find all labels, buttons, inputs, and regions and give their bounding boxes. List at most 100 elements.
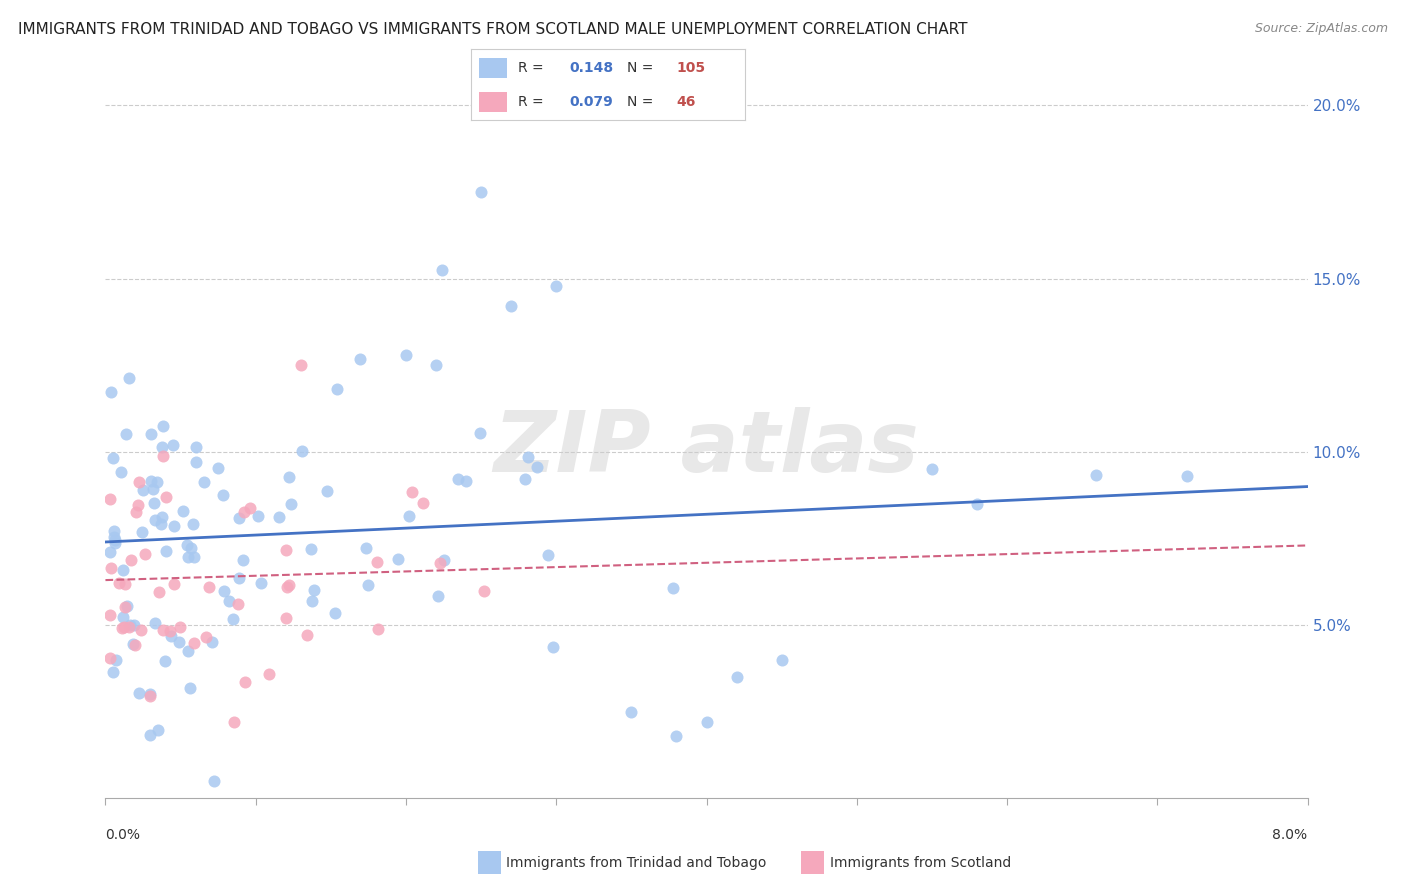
Point	[160, 629, 183, 643]
Point	[159, 624, 181, 638]
Point	[142, 482, 165, 496]
Point	[98, 491, 121, 506]
Text: 8.0%: 8.0%	[1272, 828, 1308, 842]
Point	[526, 459, 548, 474]
Point	[274, 543, 297, 558]
Point	[134, 547, 156, 561]
Point	[122, 636, 145, 650]
Point	[454, 474, 477, 488]
Point	[470, 185, 492, 199]
Point	[276, 580, 298, 594]
Point	[139, 728, 162, 742]
Point	[620, 705, 643, 719]
Point	[152, 623, 174, 637]
Point	[100, 385, 122, 400]
Point	[111, 621, 134, 635]
Point	[124, 638, 146, 652]
Point	[186, 455, 208, 469]
Text: 105: 105	[676, 61, 706, 75]
Text: Immigrants from Trinidad and Tobago: Immigrants from Trinidad and Tobago	[506, 855, 766, 870]
Point	[169, 620, 191, 634]
Point	[232, 552, 254, 566]
Point	[326, 382, 349, 396]
Point	[110, 466, 132, 480]
Point	[183, 516, 205, 531]
Point	[280, 496, 302, 510]
Point	[472, 583, 495, 598]
Point	[222, 612, 245, 626]
Point	[143, 513, 166, 527]
Point	[546, 278, 568, 293]
Point	[239, 500, 262, 515]
Point	[447, 472, 470, 486]
Point	[366, 555, 388, 569]
Point	[224, 715, 246, 730]
Point	[412, 496, 434, 510]
Point	[194, 631, 217, 645]
Point	[541, 640, 564, 654]
Point	[357, 578, 380, 592]
Text: 0.0%: 0.0%	[105, 828, 141, 842]
Point	[101, 665, 124, 679]
Point	[395, 348, 418, 362]
Point	[387, 552, 409, 566]
Point	[433, 552, 456, 566]
Point	[108, 576, 131, 591]
Point	[132, 483, 155, 497]
Point	[118, 371, 141, 385]
Point	[139, 427, 162, 442]
Point	[696, 715, 718, 730]
Point	[100, 561, 122, 575]
Point	[143, 496, 166, 510]
Point	[398, 509, 420, 524]
Point	[301, 594, 323, 608]
Point	[150, 516, 173, 531]
Point	[180, 541, 202, 555]
Point	[198, 580, 221, 594]
Point	[176, 537, 198, 551]
Point	[921, 462, 943, 476]
Point	[128, 475, 150, 489]
Point	[278, 578, 301, 592]
Point	[425, 359, 447, 373]
Point	[193, 475, 215, 489]
Bar	[479, 58, 506, 78]
Text: Immigrants from Scotland: Immigrants from Scotland	[830, 855, 1011, 870]
Text: Source: ZipAtlas.com: Source: ZipAtlas.com	[1254, 22, 1388, 36]
Point	[153, 655, 176, 669]
Point	[966, 497, 988, 511]
Point	[150, 440, 173, 454]
Point	[139, 474, 162, 488]
Point	[124, 618, 146, 632]
Point	[207, 461, 229, 475]
Point	[228, 571, 250, 585]
Point	[131, 525, 153, 540]
Point	[274, 610, 297, 624]
Point	[104, 533, 127, 547]
Point	[146, 475, 169, 489]
Text: IMMIGRANTS FROM TRINIDAD AND TOBAGO VS IMMIGRANTS FROM SCOTLAND MALE UNEMPLOYMEN: IMMIGRANTS FROM TRINIDAD AND TOBAGO VS I…	[18, 22, 967, 37]
Point	[103, 524, 125, 538]
Point	[323, 606, 346, 620]
Point	[1085, 467, 1108, 482]
Point	[167, 635, 190, 649]
Point	[143, 616, 166, 631]
Point	[537, 548, 560, 562]
Point	[148, 585, 170, 599]
Point	[430, 263, 453, 277]
Text: N =: N =	[627, 61, 658, 75]
Point	[226, 597, 249, 611]
Point	[202, 774, 225, 789]
Point	[247, 509, 270, 524]
Point	[249, 575, 271, 590]
Point	[468, 425, 491, 440]
Point	[115, 599, 138, 614]
Point	[148, 723, 170, 738]
Point	[139, 690, 162, 704]
Point	[112, 620, 135, 634]
Point	[257, 667, 280, 681]
Text: 46: 46	[676, 95, 696, 109]
Bar	[479, 92, 506, 112]
Point	[155, 490, 177, 504]
Point	[232, 505, 254, 519]
